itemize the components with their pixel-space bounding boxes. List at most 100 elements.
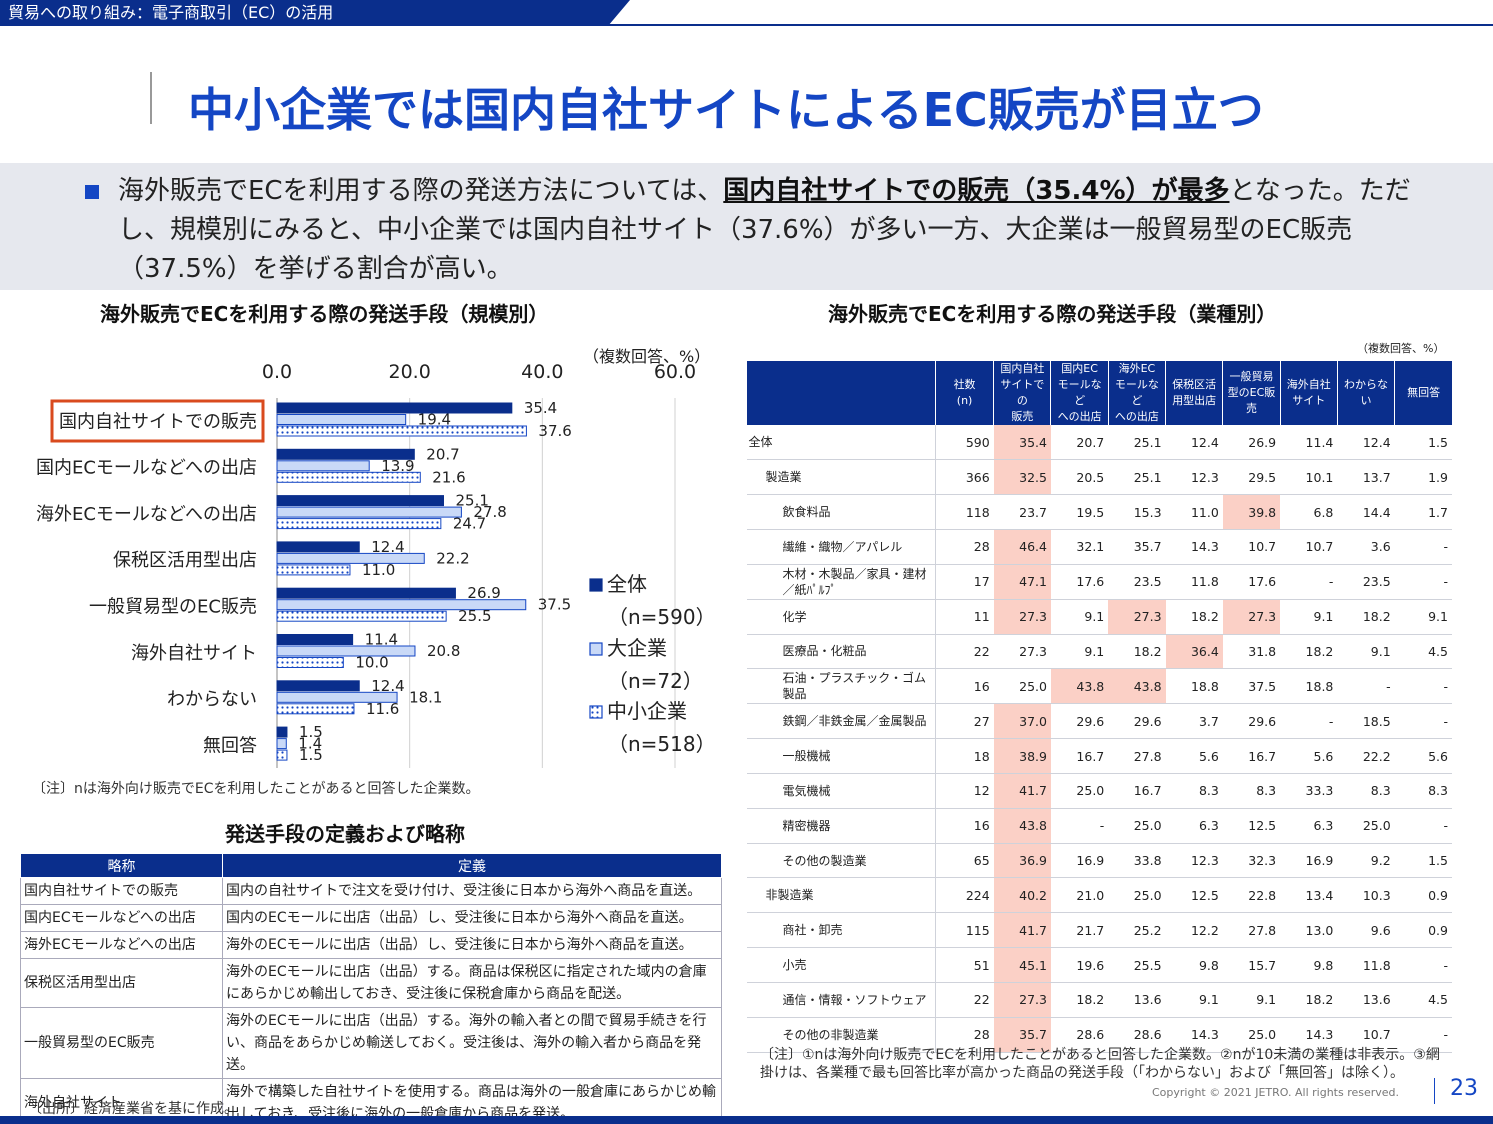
bar <box>276 645 416 657</box>
category-label: 保税区活用型出店 <box>113 550 257 571</box>
industry-count: 28 <box>934 529 994 565</box>
bar <box>276 495 444 507</box>
bar <box>276 599 527 611</box>
industry-value: 35.7 <box>1108 529 1166 565</box>
industry-value: 13.4 <box>1280 877 1338 914</box>
chart-unit-note: （複数回答、%） <box>583 347 710 366</box>
industry-value: 11.8 <box>1165 564 1223 600</box>
definition-abbr: 海外ECモールなどへの出店 <box>20 931 223 959</box>
industry-value: 15.7 <box>1222 947 1281 983</box>
industry-value: 45.1 <box>993 947 1051 983</box>
industry-label: 通信・情報・ソフトウェア <box>746 982 936 1018</box>
data-label: 11.4 <box>365 631 398 649</box>
industry-value: 27.3 <box>993 982 1051 1018</box>
bar <box>276 703 355 715</box>
industry-value: 11.8 <box>1337 947 1395 983</box>
industry-value: 12.3 <box>1165 459 1223 496</box>
industry-header-col: 海外EC モールなど への出店 <box>1107 361 1166 425</box>
industry-value: 18.2 <box>1280 634 1338 670</box>
page-number-divider <box>1434 1078 1435 1104</box>
summary-part2: となった。ただし、規模別にみると、中小企業では国内自社サイト（37.6%）が多い… <box>118 176 1411 284</box>
industry-value: 35.7 <box>993 1017 1051 1053</box>
bar <box>276 425 527 437</box>
industry-value: 33.8 <box>1108 843 1166 879</box>
industry-value: 25.0 <box>1108 808 1166 844</box>
industry-row: 製造業 366 32.5 20.5 25.1 12.3 29.5 10.1 13.7 1.9 <box>746 459 1452 496</box>
data-label: 1.5 <box>299 723 323 741</box>
definition-text: 国内の自社サイトで注文を受け付け、受注後に日本から海外へ商品を直送。 <box>222 877 722 905</box>
industry-value: 27.3 <box>1108 599 1166 635</box>
industry-value: 3.6 <box>1337 529 1395 565</box>
industry-row: 医療品・化粧品 22 27.3 9.1 18.2 36.4 31.8 18.2 9.1 4.5 <box>746 634 1452 670</box>
industry-table-title: 海外販売でECを利用する際の発送手段（業種別） <box>828 302 1277 326</box>
data-label: 21.6 <box>432 468 465 486</box>
industry-value: 9.8 <box>1165 947 1223 983</box>
bar <box>276 726 288 738</box>
industry-count: 17 <box>934 564 994 600</box>
data-label: 10.0 <box>355 654 388 672</box>
industry-value: 12.5 <box>1222 808 1281 844</box>
industry-value: 25.1 <box>1108 459 1166 496</box>
bar <box>276 564 351 576</box>
industry-value: - <box>1394 564 1452 600</box>
industry-value: 0.9 <box>1394 877 1452 914</box>
industry-value: 6.3 <box>1280 808 1338 844</box>
industry-row: 商社・卸売 115 41.7 21.7 25.2 12.2 27.8 13.0 9.6 0.9 <box>746 912 1452 949</box>
legend-series-n: （n=72） <box>608 669 703 693</box>
industry-value: 29.5 <box>1222 459 1281 496</box>
industry-value: - <box>1394 668 1452 705</box>
industry-value: - <box>1337 668 1395 705</box>
legend-swatch <box>589 578 603 592</box>
industry-count: 22 <box>934 982 994 1018</box>
industry-value: 17.6 <box>1050 564 1109 600</box>
definition-text: 海外のECモールに出店（出品）し、受注後に日本から海外へ商品を直送。 <box>222 931 722 959</box>
legend-series-n: （n=590） <box>608 605 716 629</box>
industry-value: 16.9 <box>1050 843 1109 879</box>
industry-label: 化学 <box>746 599 936 635</box>
industry-value: 10.1 <box>1280 459 1338 496</box>
bar <box>276 471 421 483</box>
footer-bar <box>0 1116 1493 1124</box>
industry-value: 13.0 <box>1280 912 1338 949</box>
data-label: 27.8 <box>473 503 506 521</box>
industry-value: 16.9 <box>1280 843 1338 879</box>
industry-value: 23.7 <box>993 494 1051 531</box>
industry-value: 14.3 <box>1165 529 1223 565</box>
industry-row: 鉄鋼／非鉄金属／金属製品 27 37.0 29.6 29.6 3.7 29.6-18.5- <box>746 703 1452 740</box>
definition-abbr: 保税区活用型出店 <box>20 958 223 1008</box>
industry-value: 1.9 <box>1394 459 1452 496</box>
bar <box>276 657 344 668</box>
industry-row: 一般機械 18 38.9 16.7 27.8 5.6 16.7 5.6 22.2 5.6 <box>746 738 1452 774</box>
x-tick-label: 40.0 <box>521 361 563 383</box>
industry-row: 木材・木製品／家具・建材／紙ﾊﾟﾙﾌﾟ 17 47.1 17.6 23.5 11.8 17.… <box>746 564 1452 600</box>
definition-row: 一般貿易型のEC販売 海外のECモールに出店（出品）する。海外の輸入者との間で貿易… <box>20 1007 722 1079</box>
industry-value: 9.1 <box>1337 634 1395 670</box>
section-tab: 貿易への取り組み：電子商取引（EC）の活用 <box>0 0 630 26</box>
industry-table: 社数 (n) 国内自社 サイトでの 販売 国内EC モールなど への出店 海外EC モ… <box>746 361 1452 1053</box>
industry-value: 47.1 <box>993 564 1051 600</box>
industry-row: 石油・プラスチック・ゴム製品 16 25.0 43.8 43.8 18.8 37.5 18.8… <box>746 668 1452 705</box>
industry-row: 化学 11 27.3 9.1 27.3 18.2 27.3 9.1 18.2 9.1 <box>746 599 1452 635</box>
data-label: 25.5 <box>458 607 491 625</box>
bar <box>276 552 425 564</box>
x-tick-label: 0.0 <box>262 361 292 383</box>
industry-value: - <box>1394 1017 1452 1053</box>
industry-row: 電気機械 12 41.7 25.0 16.7 8.3 8.3 33.3 8.3 8.3 <box>746 773 1452 809</box>
industry-value: 31.8 <box>1222 634 1281 670</box>
industry-count: 65 <box>934 843 994 879</box>
industry-value: 27.3 <box>993 599 1051 635</box>
industry-value: - <box>1394 703 1452 740</box>
industry-label: 全体 <box>746 425 936 461</box>
industry-value: 36.9 <box>993 843 1051 879</box>
industry-count: 590 <box>934 425 994 461</box>
industry-value: 28.6 <box>1108 1017 1166 1053</box>
industry-header-col: 社数 (n) <box>934 361 994 425</box>
bar <box>276 680 360 692</box>
industry-value: 32.3 <box>1222 843 1281 879</box>
industry-table-note: 〔注〕①nは海外向け販売でECを利用したことがあると回答した企業数。②nが10未… <box>760 1047 1440 1081</box>
industry-value: 14.3 <box>1165 1017 1223 1053</box>
industry-count: 22 <box>934 634 994 670</box>
industry-label: その他の非製造業 <box>746 1017 936 1053</box>
industry-value: 11.0 <box>1165 494 1223 531</box>
industry-value: 16.7 <box>1108 773 1166 809</box>
